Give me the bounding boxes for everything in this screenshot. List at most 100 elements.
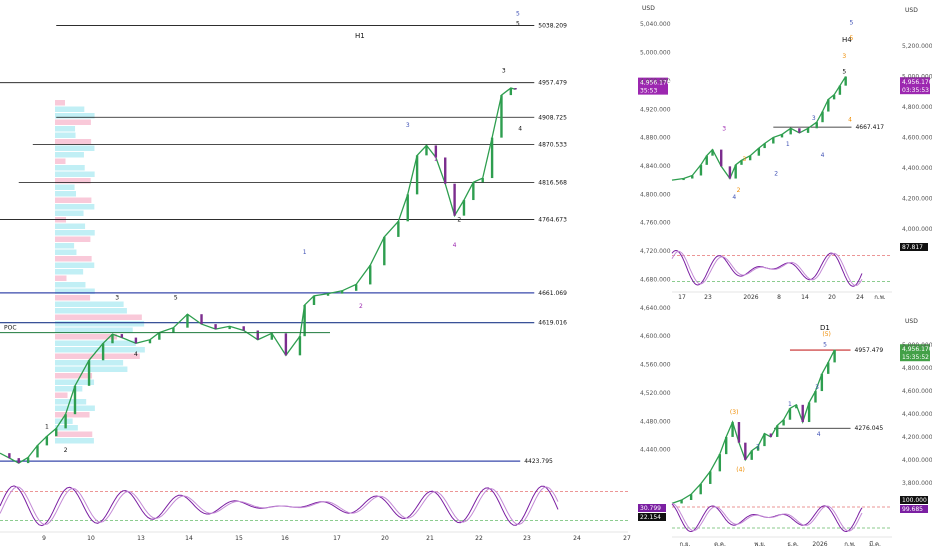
h1-volume-profile-bar <box>55 132 76 138</box>
h1-candle <box>472 182 475 201</box>
h4-x-tick-label: 23 <box>704 294 712 301</box>
h1-wave-label: 1 <box>45 423 49 430</box>
h1-candle <box>298 336 302 356</box>
d1-wave-label: (4) <box>736 466 745 473</box>
h1-candle <box>55 428 58 437</box>
h4-candle <box>740 160 743 165</box>
h4-x-tick-label: 24 <box>856 294 864 301</box>
h1-volume-profile-bar <box>55 295 91 301</box>
h1-level-label: 4870.533 <box>538 141 567 148</box>
h4-candle <box>798 128 801 133</box>
h1-price-line <box>0 87 516 464</box>
h1-volume-profile-bar <box>55 288 95 294</box>
d1-level-label: 4276.045 <box>855 425 884 432</box>
h4-candle <box>789 128 792 135</box>
h1-y-tick-label: 4,760.000 <box>640 220 671 227</box>
d1-wave-label: 4 <box>817 431 821 438</box>
h4-candle <box>838 85 842 95</box>
h1-candle <box>148 339 152 344</box>
h1-wave-label: 4 <box>453 242 457 249</box>
h4-wave-label: 5 <box>850 20 854 27</box>
h1-volume-profile-bar <box>55 243 75 249</box>
h1-wave-label: 1 <box>303 249 307 256</box>
h1-level-label: 4619.016 <box>538 320 567 327</box>
h1-volume-profile-bar <box>55 412 90 418</box>
h1-candle <box>462 200 466 216</box>
h1-candle <box>490 137 494 179</box>
h1-y-tick-label: 4,600.000 <box>640 333 671 340</box>
h1-candle <box>444 157 447 184</box>
h1-volume-profile-bar <box>55 158 66 164</box>
h1-candle <box>369 265 372 285</box>
h1-volume-profile-bar <box>55 236 91 242</box>
h1-candle <box>8 453 11 459</box>
h1-y-tick-label: 4,800.000 <box>640 191 671 198</box>
h1-x-tick-label: 22 <box>475 535 483 542</box>
h1-x-tick-label: 24 <box>573 535 581 542</box>
h4-candle <box>699 164 703 176</box>
h1-stoch-tag-value: 30.799 <box>640 505 661 512</box>
h1-volume-profile-bar <box>55 438 94 444</box>
h1-volume-profile-bar <box>55 113 95 119</box>
d1-x-tick-label: 2026 <box>812 541 827 548</box>
h1-level-label: 4957.479 <box>538 80 567 87</box>
h1-candle <box>340 290 344 294</box>
h1-volume-profile-bar <box>55 347 145 353</box>
h1-volume-profile-bar <box>55 210 84 216</box>
d1-candle <box>737 422 741 443</box>
h1-candle <box>406 194 409 222</box>
d1-y-tick-label: 4,800.000 <box>902 365 932 372</box>
h4-candle <box>757 148 761 156</box>
d1-candle <box>795 404 798 409</box>
h1-wave-label: 3 <box>406 122 410 129</box>
h1-volume-profile-bar <box>55 249 77 255</box>
d1-candle <box>763 433 766 447</box>
d1-x-tick-label: พ.ย. <box>754 541 765 548</box>
h1-stoch-tag <box>638 504 666 512</box>
h1-volume-profile-bar <box>55 178 91 184</box>
d1-candle <box>833 349 836 363</box>
h1-candle <box>134 337 138 344</box>
h1-wave-label: 3 <box>502 67 506 74</box>
h4-x-tick-label: 20 <box>828 294 836 301</box>
h4-price-tag <box>900 77 930 95</box>
h4-y-tick-label: 4,400.000 <box>902 165 932 172</box>
d1-candle <box>776 425 779 437</box>
h1-wave-label: 2 <box>64 447 68 454</box>
d1-candle <box>807 402 811 423</box>
h1-candle <box>26 457 30 464</box>
h1-candle <box>36 445 39 458</box>
h4-candle <box>734 164 737 179</box>
h1-level-label: 5038.209 <box>538 22 567 29</box>
h4-candle <box>748 155 752 161</box>
h1-y-tick-label: 4,680.000 <box>640 276 671 283</box>
d1-stoch-d-line <box>671 503 863 532</box>
h1-volume-profile-bar <box>55 327 133 333</box>
d1-price-tag-value: 4,956.170 <box>902 346 932 353</box>
d1-candle <box>788 408 792 420</box>
h1-x-tick-label: 20 <box>381 535 389 542</box>
h1-candle <box>73 385 77 415</box>
h1-volume-profile-bar <box>55 334 118 340</box>
h1-candle <box>425 145 428 156</box>
d1-stoch-tag <box>900 496 928 504</box>
h1-price-tag-timer: 35:53 <box>640 88 657 95</box>
h1-candle <box>354 284 358 291</box>
h1-candle <box>228 326 231 330</box>
h1-candle <box>481 178 484 183</box>
h4-candle <box>844 76 847 86</box>
d1-price-tag-timer: 15:35:52 <box>902 354 929 361</box>
h1-price-tag-value: 4,956.170 <box>640 80 671 87</box>
h1-volume-profile-bar <box>55 386 83 392</box>
h1-level-label: 4908.725 <box>538 114 567 121</box>
h1-y-tick-label: 4,960.000 <box>640 78 671 85</box>
h1-level-label: 4764.673 <box>538 216 567 223</box>
h1-candle <box>303 304 306 337</box>
h1-volume-profile-bar <box>55 191 76 197</box>
h4-stoch-d-line <box>671 250 863 286</box>
d1-y-tick-label: 4,200.000 <box>902 434 932 441</box>
d1-candle <box>744 442 747 460</box>
h4-title: H4 <box>842 36 852 44</box>
h1-volume-profile-bar <box>55 106 85 112</box>
